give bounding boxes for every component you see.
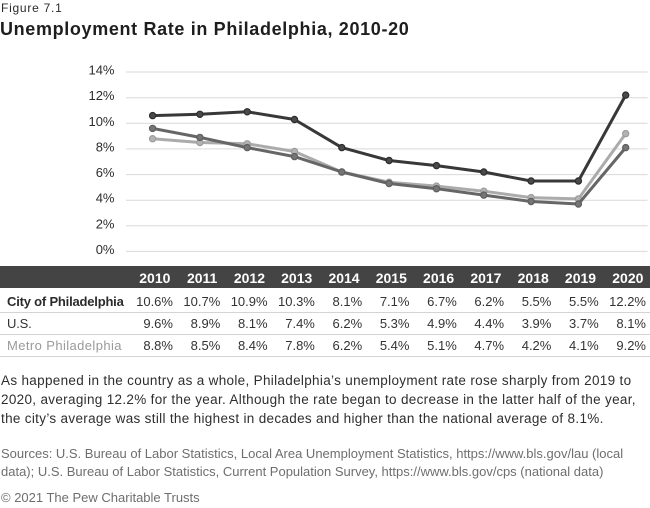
svg-text:2%: 2% [96, 216, 115, 231]
svg-text:8%: 8% [96, 139, 115, 154]
svg-text:12%: 12% [88, 88, 114, 103]
svg-text:0%: 0% [96, 242, 115, 257]
svg-text:10%: 10% [88, 114, 114, 129]
svg-text:4%: 4% [96, 191, 115, 206]
svg-text:6%: 6% [96, 165, 115, 180]
svg-text:14%: 14% [88, 63, 114, 78]
